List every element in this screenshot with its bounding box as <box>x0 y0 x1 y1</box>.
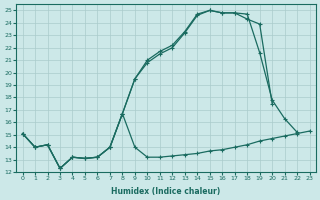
X-axis label: Humidex (Indice chaleur): Humidex (Indice chaleur) <box>111 187 221 196</box>
